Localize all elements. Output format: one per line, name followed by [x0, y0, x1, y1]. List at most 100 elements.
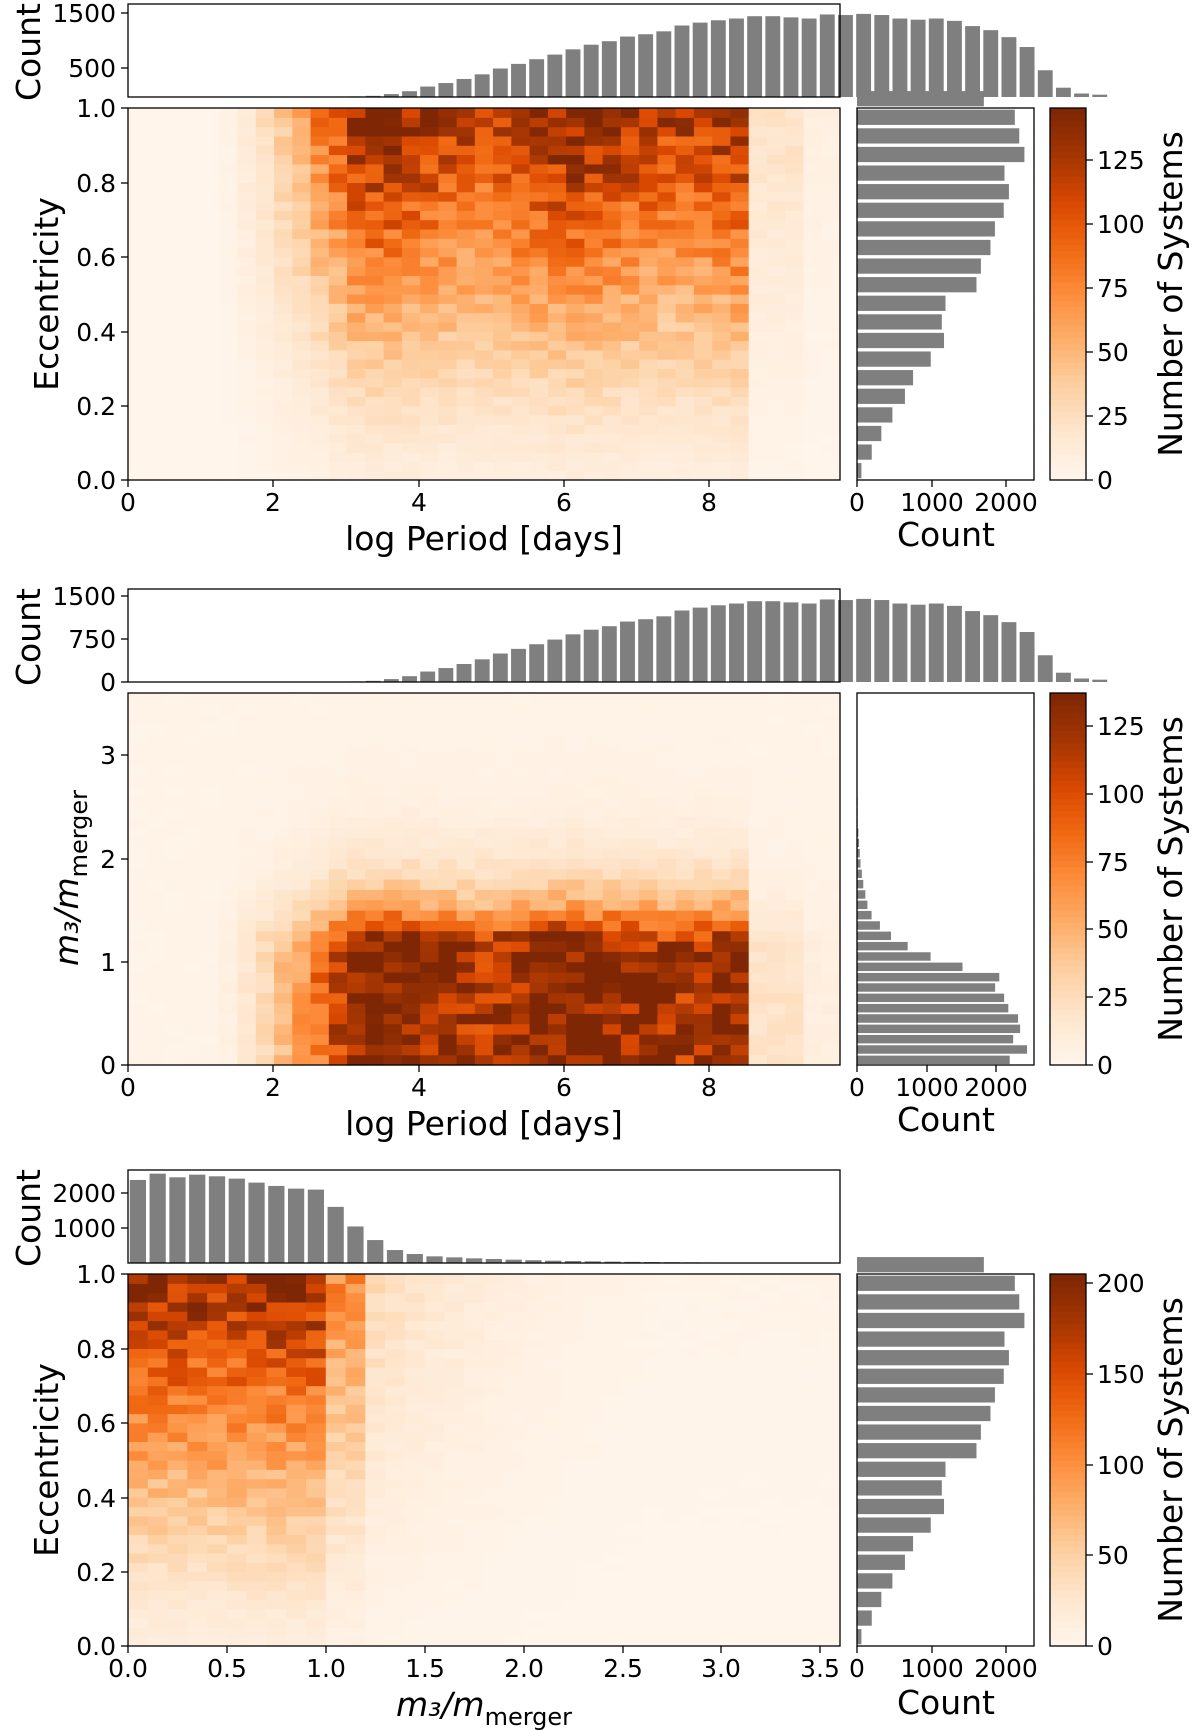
top-hist-bar [729, 603, 744, 682]
heatmap-cell [760, 1432, 782, 1442]
colorbar-1-tick: 125 [1097, 146, 1145, 175]
heatmap-cell [385, 1497, 406, 1508]
heatmap-cell [219, 117, 239, 128]
heatmap-cell [584, 424, 604, 435]
heatmap-cell [642, 1283, 663, 1294]
heatmap-cell [730, 145, 750, 156]
heatmap-cell [503, 1385, 525, 1396]
heatmap-cell [582, 1478, 604, 1489]
heatmap-cell [147, 1599, 169, 1610]
heatmap-cell [780, 1385, 802, 1396]
colorbar-swatch [1050, 225, 1086, 233]
heatmap-cell [164, 396, 184, 407]
heatmap-cell [529, 930, 549, 942]
heatmap-cell [424, 1534, 446, 1545]
colorbar-swatch [1050, 325, 1086, 332]
heatmap-cell [464, 1636, 485, 1647]
heatmap-cell [237, 108, 257, 118]
heatmap-cell [675, 910, 695, 921]
colorbar-swatch [1050, 885, 1086, 892]
heatmap-cell [800, 1357, 821, 1368]
heatmap-cell [547, 1013, 567, 1025]
heatmap-cell [547, 396, 567, 407]
top-hist-1-ytick-1500: 1500 [52, 0, 116, 28]
heatmap-cell [420, 145, 439, 156]
heatmap-cell [511, 201, 531, 211]
heatmap-cell [529, 247, 549, 258]
heatmap-cell [237, 734, 257, 746]
heatmap-cell [547, 693, 567, 704]
heatmap-cell [292, 775, 312, 787]
heatmap-cell [503, 1376, 525, 1387]
heatmap-cell [529, 470, 549, 481]
heatmap-cell [207, 1515, 228, 1526]
heatmap-cell [821, 786, 841, 797]
heatmap-cell [529, 765, 549, 777]
heatmap-cell [456, 992, 476, 1004]
heatmap-cell [803, 154, 823, 165]
heatmap-cell [582, 1339, 604, 1349]
heatmap-cell [147, 1394, 169, 1405]
heatmap-cell [310, 331, 330, 342]
heatmap-cell [785, 377, 805, 388]
heatmap-cell [681, 1534, 703, 1545]
heatmap-cell [622, 1301, 643, 1312]
heatmap-cell [182, 827, 202, 839]
heatmap-cell [712, 377, 732, 388]
heatmap-cell [547, 848, 567, 859]
heatmap-cell [146, 303, 166, 314]
colorbar-swatch [1050, 1559, 1086, 1566]
heatmap-cell [310, 312, 330, 323]
heatmap-cell [385, 1627, 406, 1638]
heatmap-cell [292, 396, 312, 407]
heatmap-cell [657, 744, 677, 756]
heatmap-cell [701, 1460, 722, 1470]
heatmap-cell [274, 303, 293, 314]
heatmap-cell [780, 1367, 802, 1377]
heatmap-cell [444, 1274, 465, 1284]
heatmap-cell [563, 1357, 584, 1368]
heatmap-cell [187, 1534, 208, 1545]
heatmap-cell [201, 868, 220, 880]
heatmap-cell [201, 837, 220, 849]
heatmap-cell [226, 1394, 248, 1405]
heatmap-cell [328, 154, 348, 165]
heatmap-cell [401, 724, 421, 735]
heatmap-cell [219, 266, 239, 276]
heatmap-cell [255, 775, 275, 787]
heatmap-cell [662, 1376, 683, 1387]
heatmap-cell [681, 1283, 703, 1294]
heatmap-cell [365, 899, 385, 911]
heatmap-cell [821, 961, 841, 973]
heatmap-cell [345, 1618, 366, 1628]
heatmap-cell [438, 396, 458, 407]
heatmap-cell [401, 387, 421, 397]
heatmap-cell [383, 786, 403, 797]
heatmap-cell [201, 889, 220, 901]
heatmap-cell [582, 1450, 604, 1461]
heatmap-cell [226, 1580, 248, 1591]
colorbar-swatch [1050, 1336, 1086, 1343]
heatmap-cell [484, 1422, 505, 1433]
heatmap-cell [484, 1311, 505, 1322]
heatmap-cell [547, 154, 567, 165]
heatmap-cell [246, 1543, 268, 1554]
heatmap-cell [511, 1044, 531, 1056]
heatmap-cell [456, 889, 476, 901]
heatmap-cell [620, 992, 640, 1004]
heatmap-cell [493, 359, 512, 369]
heatmap-cell [456, 827, 476, 839]
heatmap-cell [167, 1478, 188, 1489]
heatmap-cell [820, 1292, 841, 1303]
heatmap-cell [274, 693, 293, 704]
heatmap-cell [529, 961, 549, 973]
heatmap-cell [657, 868, 677, 880]
heatmap-cell [128, 1450, 149, 1461]
heatmap-cell [385, 1608, 406, 1619]
heatmap-cell [820, 1478, 841, 1489]
heatmap-cell [237, 775, 257, 787]
heatmap-cell [207, 1580, 228, 1591]
heatmap-3-ytick: 0.8 [76, 1335, 116, 1364]
heatmap-cell [511, 368, 531, 379]
heatmap-cell [821, 693, 841, 704]
